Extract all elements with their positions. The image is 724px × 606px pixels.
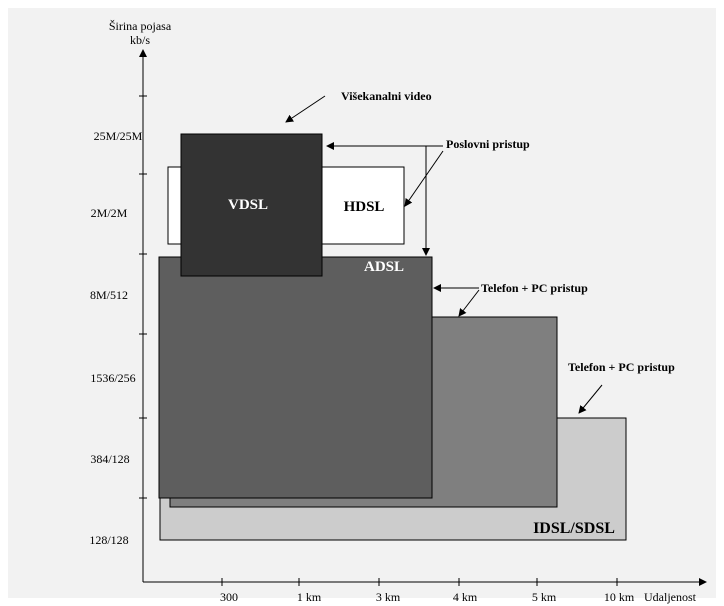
vdsl-box — [180, 133, 323, 277]
x-axis-ticks — [221, 578, 618, 586]
y-axis-ticks — [139, 95, 147, 499]
x-tick-label-300: 300 — [220, 590, 238, 604]
x-tick-label-10km: 10 km — [604, 590, 635, 604]
phone-pc-arrow-idsl — [578, 384, 603, 414]
y-axis-title-line2: kb/s — [130, 33, 150, 47]
adsl-label: ADSL — [364, 259, 404, 275]
x-axis-title: Udaljenost — [644, 590, 697, 604]
y-tick-label-2m: 2M/2M — [91, 206, 128, 220]
business-callout: Poslovni pristup — [446, 137, 530, 151]
video-callout: Višekanalni video — [341, 89, 432, 103]
business-arrow-hdsl — [404, 150, 444, 207]
y-tick-label-8m: 8M/512 — [90, 288, 128, 302]
y-tick-label-128: 128/128 — [89, 533, 128, 547]
phone-pc-arrow-middle — [458, 289, 480, 317]
y-tick-label-25m: 25M/25M — [94, 129, 143, 143]
phone-pc-callout-1: Telefon + PC pristup — [481, 281, 588, 295]
x-tick-label-4km: 4 km — [453, 590, 478, 604]
phone-pc-callout-2: Telefon + PC pristup — [568, 360, 675, 374]
idsl-sdsl-label: IDSL/SDSL — [533, 520, 615, 537]
vdsl-label: VDSL — [228, 197, 268, 213]
x-tick-label-3km: 3 km — [376, 590, 401, 604]
adsl-box — [158, 256, 433, 499]
x-tick-label-5km: 5 km — [532, 590, 557, 604]
y-tick-label-384: 384/128 — [90, 452, 129, 466]
x-tick-label-1km: 1 km — [297, 590, 322, 604]
y-tick-label-1536: 1536/256 — [90, 371, 135, 385]
y-axis-title-line1: Širina pojasa — [109, 19, 172, 33]
business-arrow-adsl — [422, 145, 443, 256]
video-arrow — [285, 95, 326, 123]
hdsl-label: HDSL — [344, 199, 385, 215]
